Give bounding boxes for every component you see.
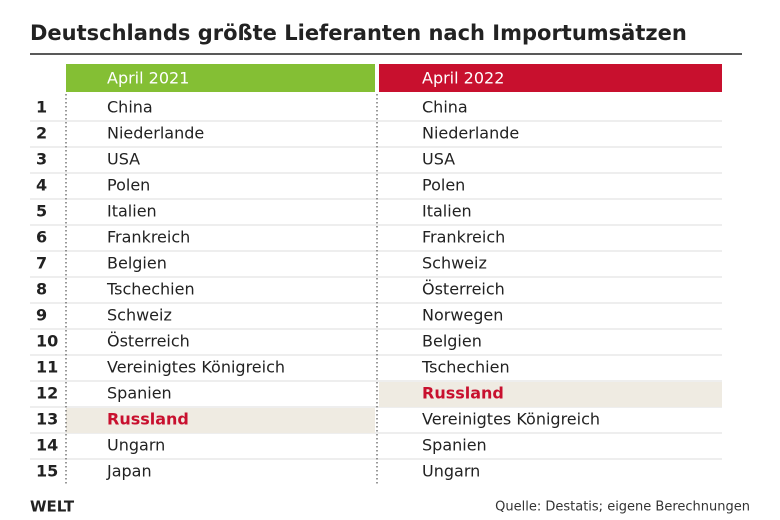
country: China (422, 98, 468, 117)
highlight (379, 382, 722, 407)
table-body: 1 China China 2 Niederlande Niederlande 3 USA US… (30, 98, 722, 481)
rank: 7 (36, 254, 47, 273)
country: Vereinigtes Königreich (107, 358, 285, 377)
column-header: April 2022 (422, 69, 504, 88)
country: USA (107, 150, 140, 169)
country: Österreich (422, 280, 505, 299)
country: Frankreich (422, 228, 505, 247)
country: Russland (107, 410, 189, 429)
rank: 8 (36, 280, 47, 299)
logo: WELT (30, 498, 75, 516)
country: Schweiz (107, 306, 172, 325)
country: Vereinigtes Königreich (422, 410, 600, 429)
rank: 6 (36, 228, 47, 247)
country: Schweiz (422, 254, 487, 273)
rank: 14 (36, 436, 58, 455)
country: Tschechien (106, 280, 195, 299)
rank: 12 (36, 384, 58, 403)
rank: 1 (36, 98, 47, 117)
rank: 2 (36, 124, 47, 143)
country: Niederlande (422, 124, 519, 143)
country: China (107, 98, 153, 117)
highlight (66, 408, 375, 433)
header-left (66, 64, 375, 92)
country: Italien (422, 202, 472, 221)
rank: 11 (36, 358, 58, 377)
country: Russland (422, 384, 504, 403)
rank: 5 (36, 202, 47, 221)
title: Deutschlands größte Lieferanten nach Imp… (30, 21, 687, 45)
source: Quelle: Destatis; eigene Berechnungen (495, 500, 750, 515)
rank: 15 (36, 462, 58, 481)
country: Italien (107, 202, 157, 221)
country: Österreich (107, 332, 190, 351)
rank: 3 (36, 150, 47, 169)
country: Frankreich (107, 228, 190, 247)
country: Belgien (107, 254, 167, 273)
country: Spanien (422, 436, 487, 455)
country: Polen (107, 176, 150, 195)
rank: 4 (36, 176, 47, 195)
column-header: April 2021 (107, 69, 189, 88)
rank: 13 (36, 410, 58, 429)
rank: 10 (36, 332, 58, 351)
country: Spanien (107, 384, 172, 403)
country: Ungarn (422, 462, 480, 481)
country: Japan (106, 462, 152, 481)
country: Ungarn (107, 436, 165, 455)
country: Niederlande (107, 124, 204, 143)
country: USA (422, 150, 455, 169)
country: Tschechien (421, 358, 510, 377)
country: Polen (422, 176, 465, 195)
country: Norwegen (422, 306, 503, 325)
country: Belgien (422, 332, 482, 351)
rank: 9 (36, 306, 47, 325)
header-right (379, 64, 722, 92)
